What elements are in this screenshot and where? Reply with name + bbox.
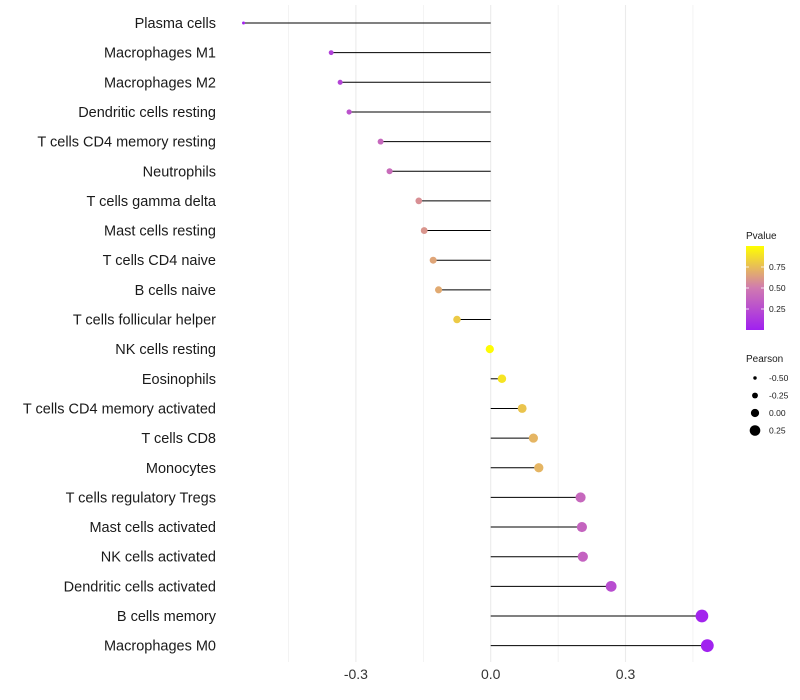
pearson-legend-title: Pearson bbox=[746, 354, 783, 365]
category-label: T cells CD8 bbox=[141, 431, 216, 447]
x-axis-tick-labels: -0.3 0.0 0.3 bbox=[344, 666, 636, 682]
data-point bbox=[700, 639, 714, 653]
x-tick-label: 0.0 bbox=[481, 666, 501, 682]
category-label: Macrophages M2 bbox=[104, 75, 216, 91]
data-point bbox=[420, 227, 428, 234]
category-label: Macrophages M1 bbox=[104, 46, 216, 62]
category-label: Macrophages M0 bbox=[104, 639, 216, 655]
pvalue-legend-label: 0.75 bbox=[769, 262, 786, 272]
category-label: B cells memory bbox=[117, 609, 217, 625]
category-label: Dendritic cells activated bbox=[64, 579, 216, 595]
data-point bbox=[575, 492, 586, 503]
category-label: Mast cells activated bbox=[89, 520, 216, 536]
category-label: T cells CD4 naive bbox=[103, 253, 216, 269]
category-label: T cells CD4 memory resting bbox=[37, 135, 216, 151]
grid-lines bbox=[288, 5, 694, 662]
data-point bbox=[328, 50, 334, 56]
category-label: T cells gamma delta bbox=[87, 194, 217, 210]
data-point bbox=[377, 138, 384, 145]
data-point bbox=[576, 521, 588, 533]
data-point bbox=[453, 315, 461, 324]
category-label: Plasma cells bbox=[135, 16, 216, 32]
pearson-size-legend: Pearson -0.50 -0.25 0.00 0.25 bbox=[746, 354, 789, 436]
data-point bbox=[485, 345, 494, 354]
pvalue-colorbar bbox=[746, 246, 764, 330]
pearson-legend-dot bbox=[750, 408, 760, 418]
data-point bbox=[528, 433, 538, 443]
category-label: T cells CD4 memory activated bbox=[23, 401, 216, 417]
pearson-legend-label: 0.00 bbox=[769, 408, 786, 418]
data-point bbox=[346, 109, 352, 115]
pearson-legend-label: -0.50 bbox=[769, 373, 789, 383]
pvalue-color-legend: Pvalue 0.25 0.50 0.75 bbox=[746, 231, 786, 330]
data-point bbox=[534, 463, 544, 473]
data-point bbox=[337, 79, 343, 85]
category-label: Eosinophils bbox=[142, 372, 216, 388]
pearson-legend-label: 0.25 bbox=[769, 426, 786, 436]
pvalue-legend-ticks: 0.25 0.50 0.75 bbox=[746, 262, 786, 314]
pearson-legend-dot bbox=[749, 425, 761, 436]
category-label: T cells follicular helper bbox=[73, 313, 216, 329]
pvalue-legend-label: 0.50 bbox=[769, 283, 786, 293]
pvalue-legend-title: Pvalue bbox=[746, 231, 777, 242]
category-label: NK cells resting bbox=[115, 342, 216, 358]
data-point bbox=[695, 609, 709, 623]
data-point bbox=[517, 403, 527, 413]
category-label: Monocytes bbox=[146, 461, 216, 477]
data-point bbox=[435, 286, 443, 294]
data-point bbox=[415, 197, 423, 205]
category-label: Mast cells resting bbox=[104, 224, 216, 240]
pearson-legend-dot bbox=[753, 376, 757, 380]
pearson-legend-items: -0.50 -0.25 0.00 0.25 bbox=[749, 373, 789, 436]
data-point bbox=[497, 374, 507, 384]
x-tick-label: 0.3 bbox=[616, 666, 636, 682]
category-label: Neutrophils bbox=[143, 164, 216, 180]
lollipop-points bbox=[242, 21, 714, 653]
category-label: T cells regulatory Tregs bbox=[66, 490, 216, 506]
data-point bbox=[386, 168, 393, 175]
data-point bbox=[242, 21, 246, 25]
data-point bbox=[605, 580, 617, 592]
pvalue-legend-label: 0.25 bbox=[769, 304, 786, 314]
category-label: B cells naive bbox=[135, 283, 216, 299]
data-point bbox=[429, 256, 437, 264]
pearson-legend-dot bbox=[752, 392, 758, 399]
x-tick-label: -0.3 bbox=[344, 666, 368, 682]
category-label: NK cells activated bbox=[101, 550, 216, 566]
category-label: Dendritic cells resting bbox=[78, 105, 216, 121]
pearson-legend-label: -0.25 bbox=[769, 391, 789, 401]
y-axis-category-labels: Plasma cells Macrophages M1 Macrophages M2… bbox=[23, 16, 217, 655]
data-point bbox=[577, 551, 588, 562]
